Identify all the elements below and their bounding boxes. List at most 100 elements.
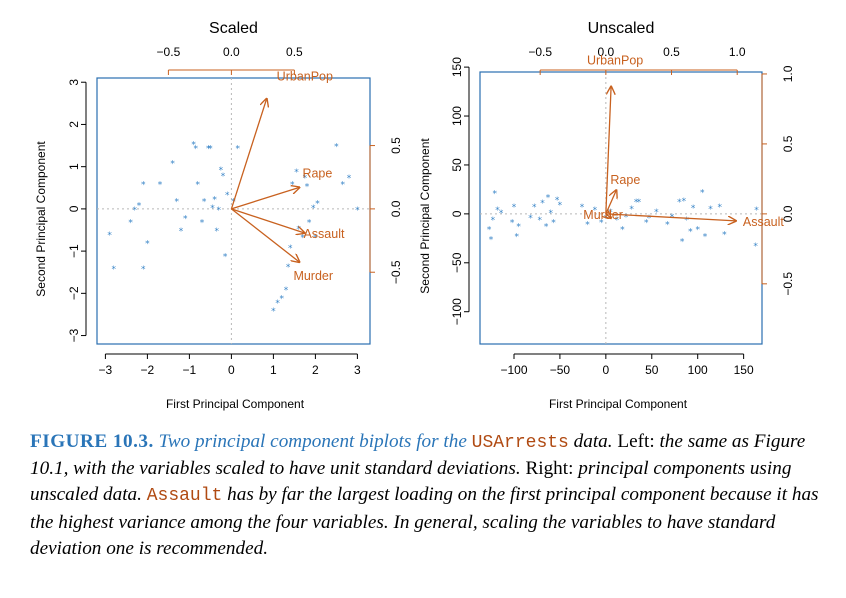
data-point: *: [680, 237, 685, 247]
data-point: *: [275, 299, 280, 309]
data-point: *: [491, 216, 496, 226]
x-tick-label: 1: [270, 363, 277, 377]
x-tick-label: −1: [183, 363, 197, 377]
figure-number: FIGURE 10.3.: [30, 431, 154, 452]
data-point: *: [532, 203, 537, 213]
data-point: *: [754, 206, 759, 216]
data-point: *: [620, 226, 625, 236]
y-tick-label: 150: [450, 57, 464, 77]
loading-label-rape: Rape: [610, 173, 640, 187]
data-point: *: [183, 214, 188, 224]
right-tick-label: 1.0: [781, 65, 795, 82]
data-point: *: [700, 188, 705, 198]
right-tick-label: 0.0: [389, 200, 403, 217]
data-point: *: [112, 265, 117, 275]
data-point: *: [315, 200, 320, 210]
figure-caption: FIGURE 10.3. Two principal component bip…: [30, 429, 820, 562]
data-point: *: [221, 172, 226, 182]
data-point: *: [217, 206, 222, 216]
x-axis-title: First Principal Component: [166, 397, 305, 411]
x-tick-label: −50: [550, 363, 571, 377]
y-axis-title: Second Principal Component: [34, 141, 48, 297]
x-tick-label: 0: [228, 363, 235, 377]
highlight-variable: Assault: [146, 486, 223, 507]
data-point: *: [551, 219, 556, 229]
data-point: *: [688, 228, 693, 238]
y-tick-label: 100: [450, 106, 464, 126]
y-tick-label: −3: [67, 328, 81, 342]
data-point: *: [580, 203, 585, 213]
data-point: *: [137, 202, 142, 212]
data-point: *: [540, 199, 545, 209]
data-point: *: [708, 205, 713, 215]
data-point: *: [191, 140, 196, 150]
data-point: *: [629, 205, 634, 215]
unscaled-biplot-panel: Unscaled −100 −50 0 50 100 150 −100 −50 0 50 100 150…: [418, 20, 795, 411]
data-point: *: [133, 206, 138, 216]
y-tick-label: −1: [67, 244, 81, 258]
data-point: *: [722, 230, 727, 240]
data-point: *: [677, 198, 682, 208]
x-tick-label: 2: [312, 363, 319, 377]
data-point: *: [634, 198, 639, 208]
data-point: *: [200, 219, 205, 229]
right-tick-label: −0.5: [389, 260, 403, 284]
data-point: *: [334, 143, 339, 153]
data-point: *: [223, 252, 228, 262]
data-point: *: [193, 145, 198, 155]
data-point: *: [512, 203, 517, 213]
data-point: *: [514, 232, 519, 242]
data-point: *: [301, 233, 306, 243]
data-point: *: [548, 209, 553, 219]
panel-title: Unscaled: [588, 20, 655, 37]
data-point: *: [303, 174, 308, 184]
data-point: *: [615, 216, 620, 226]
caption-title-end: data.: [573, 431, 613, 452]
x-tick-label: 0: [602, 363, 609, 377]
data-point: *: [141, 265, 146, 275]
x-tick-label: −2: [141, 363, 155, 377]
loading-label-urbanpop: UrbanPop: [277, 70, 333, 84]
data-point: *: [695, 226, 700, 236]
dataset-name: USArrests: [471, 433, 569, 453]
top-tick-label: −0.5: [528, 45, 552, 59]
data-point: *: [210, 204, 215, 214]
data-point: *: [703, 232, 708, 242]
data-point: *: [294, 168, 299, 178]
top-tick-label: 1.0: [729, 45, 746, 59]
caption-rest-text: has by far the largest loading on the fi…: [30, 484, 819, 559]
data-point: *: [558, 201, 563, 211]
x-axis-title: First Principal Component: [549, 397, 688, 411]
caption-left-label: Left:: [617, 431, 655, 452]
data-point: *: [175, 197, 180, 207]
data-point: *: [624, 213, 629, 223]
data-point: *: [170, 159, 175, 169]
y-tick-label: 50: [450, 158, 464, 172]
data-point: *: [347, 174, 352, 184]
data-point: *: [593, 206, 598, 216]
data-point: *: [286, 263, 291, 273]
data-point: *: [128, 219, 133, 229]
y-axis-title: Second Principal Component: [418, 138, 432, 294]
data-point: *: [546, 193, 551, 203]
data-point: *: [489, 235, 494, 245]
right-tick-label: 0.5: [781, 135, 795, 152]
data-point: *: [288, 244, 293, 254]
data-point: *: [555, 196, 560, 206]
right-tick-label: 0.0: [781, 205, 795, 222]
data-point: *: [158, 181, 163, 191]
data-point: *: [644, 219, 649, 229]
data-point: *: [235, 145, 240, 155]
data-point: *: [307, 219, 312, 229]
x-tick-label: 100: [688, 363, 708, 377]
data-point: *: [219, 166, 224, 176]
top-tick-label: 0.5: [663, 45, 680, 59]
data-point: *: [313, 233, 318, 243]
data-point: *: [311, 204, 316, 214]
right-tick-label: −0.5: [781, 272, 795, 296]
data-point: *: [492, 189, 497, 199]
loading-label-assault: Assault: [303, 227, 345, 241]
caption-right-label: Right:: [525, 458, 574, 480]
caption-right-text: principal components using unscaled data…: [30, 458, 792, 506]
data-point: *: [107, 231, 112, 241]
